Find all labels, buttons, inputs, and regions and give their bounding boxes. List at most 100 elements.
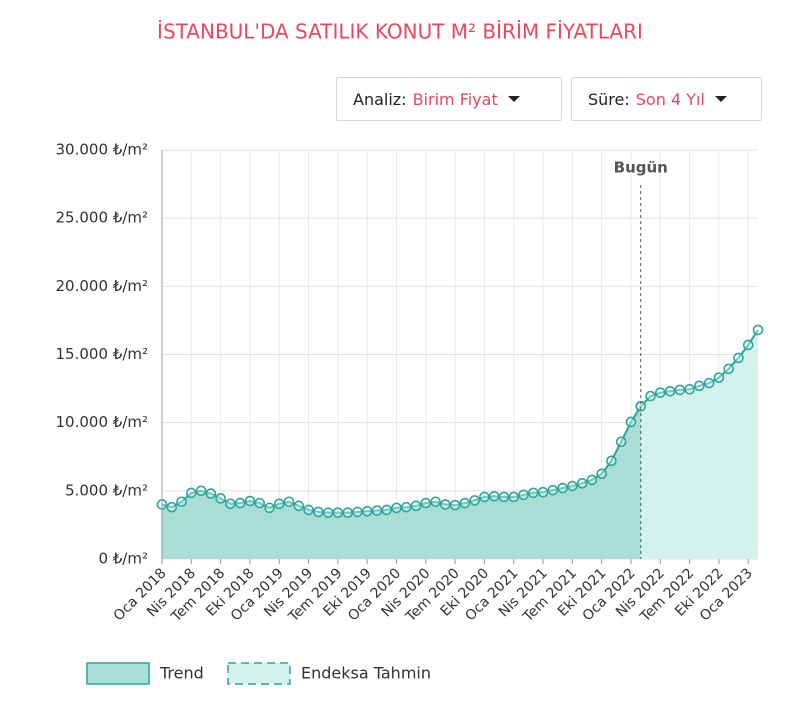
legend-label: Trend (159, 664, 204, 683)
y-tick-label: 25.000 ₺/m² (56, 209, 148, 227)
x-tick-label: Tem 2022 (637, 565, 697, 625)
x-tick-label: Oca 2023 (697, 565, 756, 624)
point (645, 390, 656, 402)
point (674, 384, 686, 396)
point (479, 491, 490, 503)
y-tick-label: 0 ₺/m² (98, 550, 148, 568)
point (557, 482, 568, 494)
point (596, 468, 607, 480)
point (410, 500, 422, 512)
point (430, 496, 441, 508)
point (313, 506, 324, 518)
point (713, 372, 725, 383)
point (625, 416, 637, 428)
x-tick-label: Eki 2022 (672, 565, 726, 619)
line (640, 329, 759, 407)
point (635, 401, 647, 412)
dropdown-arrow (507, 96, 520, 102)
point (264, 502, 275, 514)
point (332, 507, 344, 518)
point (381, 504, 393, 516)
legend-swatch (86, 662, 150, 685)
point (176, 496, 187, 508)
point (459, 497, 471, 509)
x-tick-label: Tem 2019 (285, 565, 345, 625)
point (508, 491, 520, 503)
point (537, 486, 549, 498)
point (215, 493, 226, 504)
analysis-dropdown[interactable]: Analiz: Birim Fiyat (336, 77, 562, 121)
point (352, 506, 363, 518)
x-tick-label: Eki 2020 (438, 565, 492, 619)
dropdown-value: Son 4 Yıl (635, 89, 705, 109)
y-tick-label: 10.000 ₺/m² (56, 413, 148, 431)
x-tick-label: Oca 2021 (462, 565, 521, 624)
point (752, 324, 764, 336)
point (283, 496, 295, 508)
chart-title: İSTANBUL'DA SATILIK KONUT M² BİRİM FİYAT… (157, 20, 643, 44)
point (527, 487, 539, 499)
dropdown-label: Analiz: (353, 89, 407, 109)
x-tick-label: Oca 2020 (345, 565, 404, 624)
y-tick-label: 20.000 ₺/m² (56, 277, 148, 295)
point (615, 436, 627, 448)
point (586, 474, 598, 486)
point (742, 339, 754, 351)
point (273, 498, 285, 510)
x-tick-label: Nis 2019 (261, 565, 316, 620)
point (361, 505, 373, 517)
line (161, 405, 642, 514)
x-tick-label: Nis 2018 (144, 565, 199, 620)
x-tick-label: Eki 2021 (555, 565, 609, 619)
point (733, 352, 744, 364)
point (156, 499, 168, 510)
point (293, 500, 305, 512)
point (654, 387, 666, 398)
point (254, 497, 266, 509)
x-tick-label: Oca 2018 (111, 565, 170, 624)
point (205, 488, 217, 499)
x-tick-label: Oca 2022 (580, 565, 639, 624)
point (684, 383, 695, 395)
period-dropdown[interactable]: Süre: Son 4 Yıl (571, 77, 762, 121)
point (469, 495, 480, 506)
point (420, 497, 432, 509)
area (162, 406, 641, 559)
x-tick-label: Eki 2019 (320, 565, 374, 619)
x-tick-label: Tem 2018 (168, 565, 228, 625)
point (400, 501, 412, 513)
point (635, 401, 647, 412)
point (440, 499, 451, 510)
point (606, 455, 617, 467)
x-tick-label: Tem 2020 (402, 565, 462, 625)
point (244, 495, 256, 507)
x-tick-label: Tem 2021 (520, 565, 580, 625)
point (166, 501, 178, 513)
point (576, 478, 588, 489)
dropdown-value: Birim Fiyat (412, 89, 498, 109)
point (186, 487, 197, 499)
today-label: Bugün (614, 159, 668, 177)
point (664, 386, 676, 397)
point (449, 499, 461, 511)
point (225, 498, 236, 510)
point (498, 491, 510, 503)
x-tick-label: Nis 2022 (613, 565, 668, 620)
point (391, 502, 402, 514)
legend-label: Endeksa Tahmin (301, 664, 431, 683)
point (518, 489, 529, 501)
legend-swatch (227, 662, 291, 685)
point (303, 504, 314, 516)
dropdown-label: Süre: (588, 89, 630, 109)
area (640, 329, 758, 559)
point (234, 497, 246, 509)
y-tick-label: 30.000 ₺/m² (56, 141, 148, 159)
x-tick-label: Eki 2018 (203, 565, 257, 619)
y-tick-label: 5.000 ₺/m² (65, 481, 148, 499)
point (195, 485, 207, 497)
point (723, 363, 734, 375)
point (567, 480, 578, 492)
point (694, 380, 705, 392)
point (371, 505, 383, 516)
